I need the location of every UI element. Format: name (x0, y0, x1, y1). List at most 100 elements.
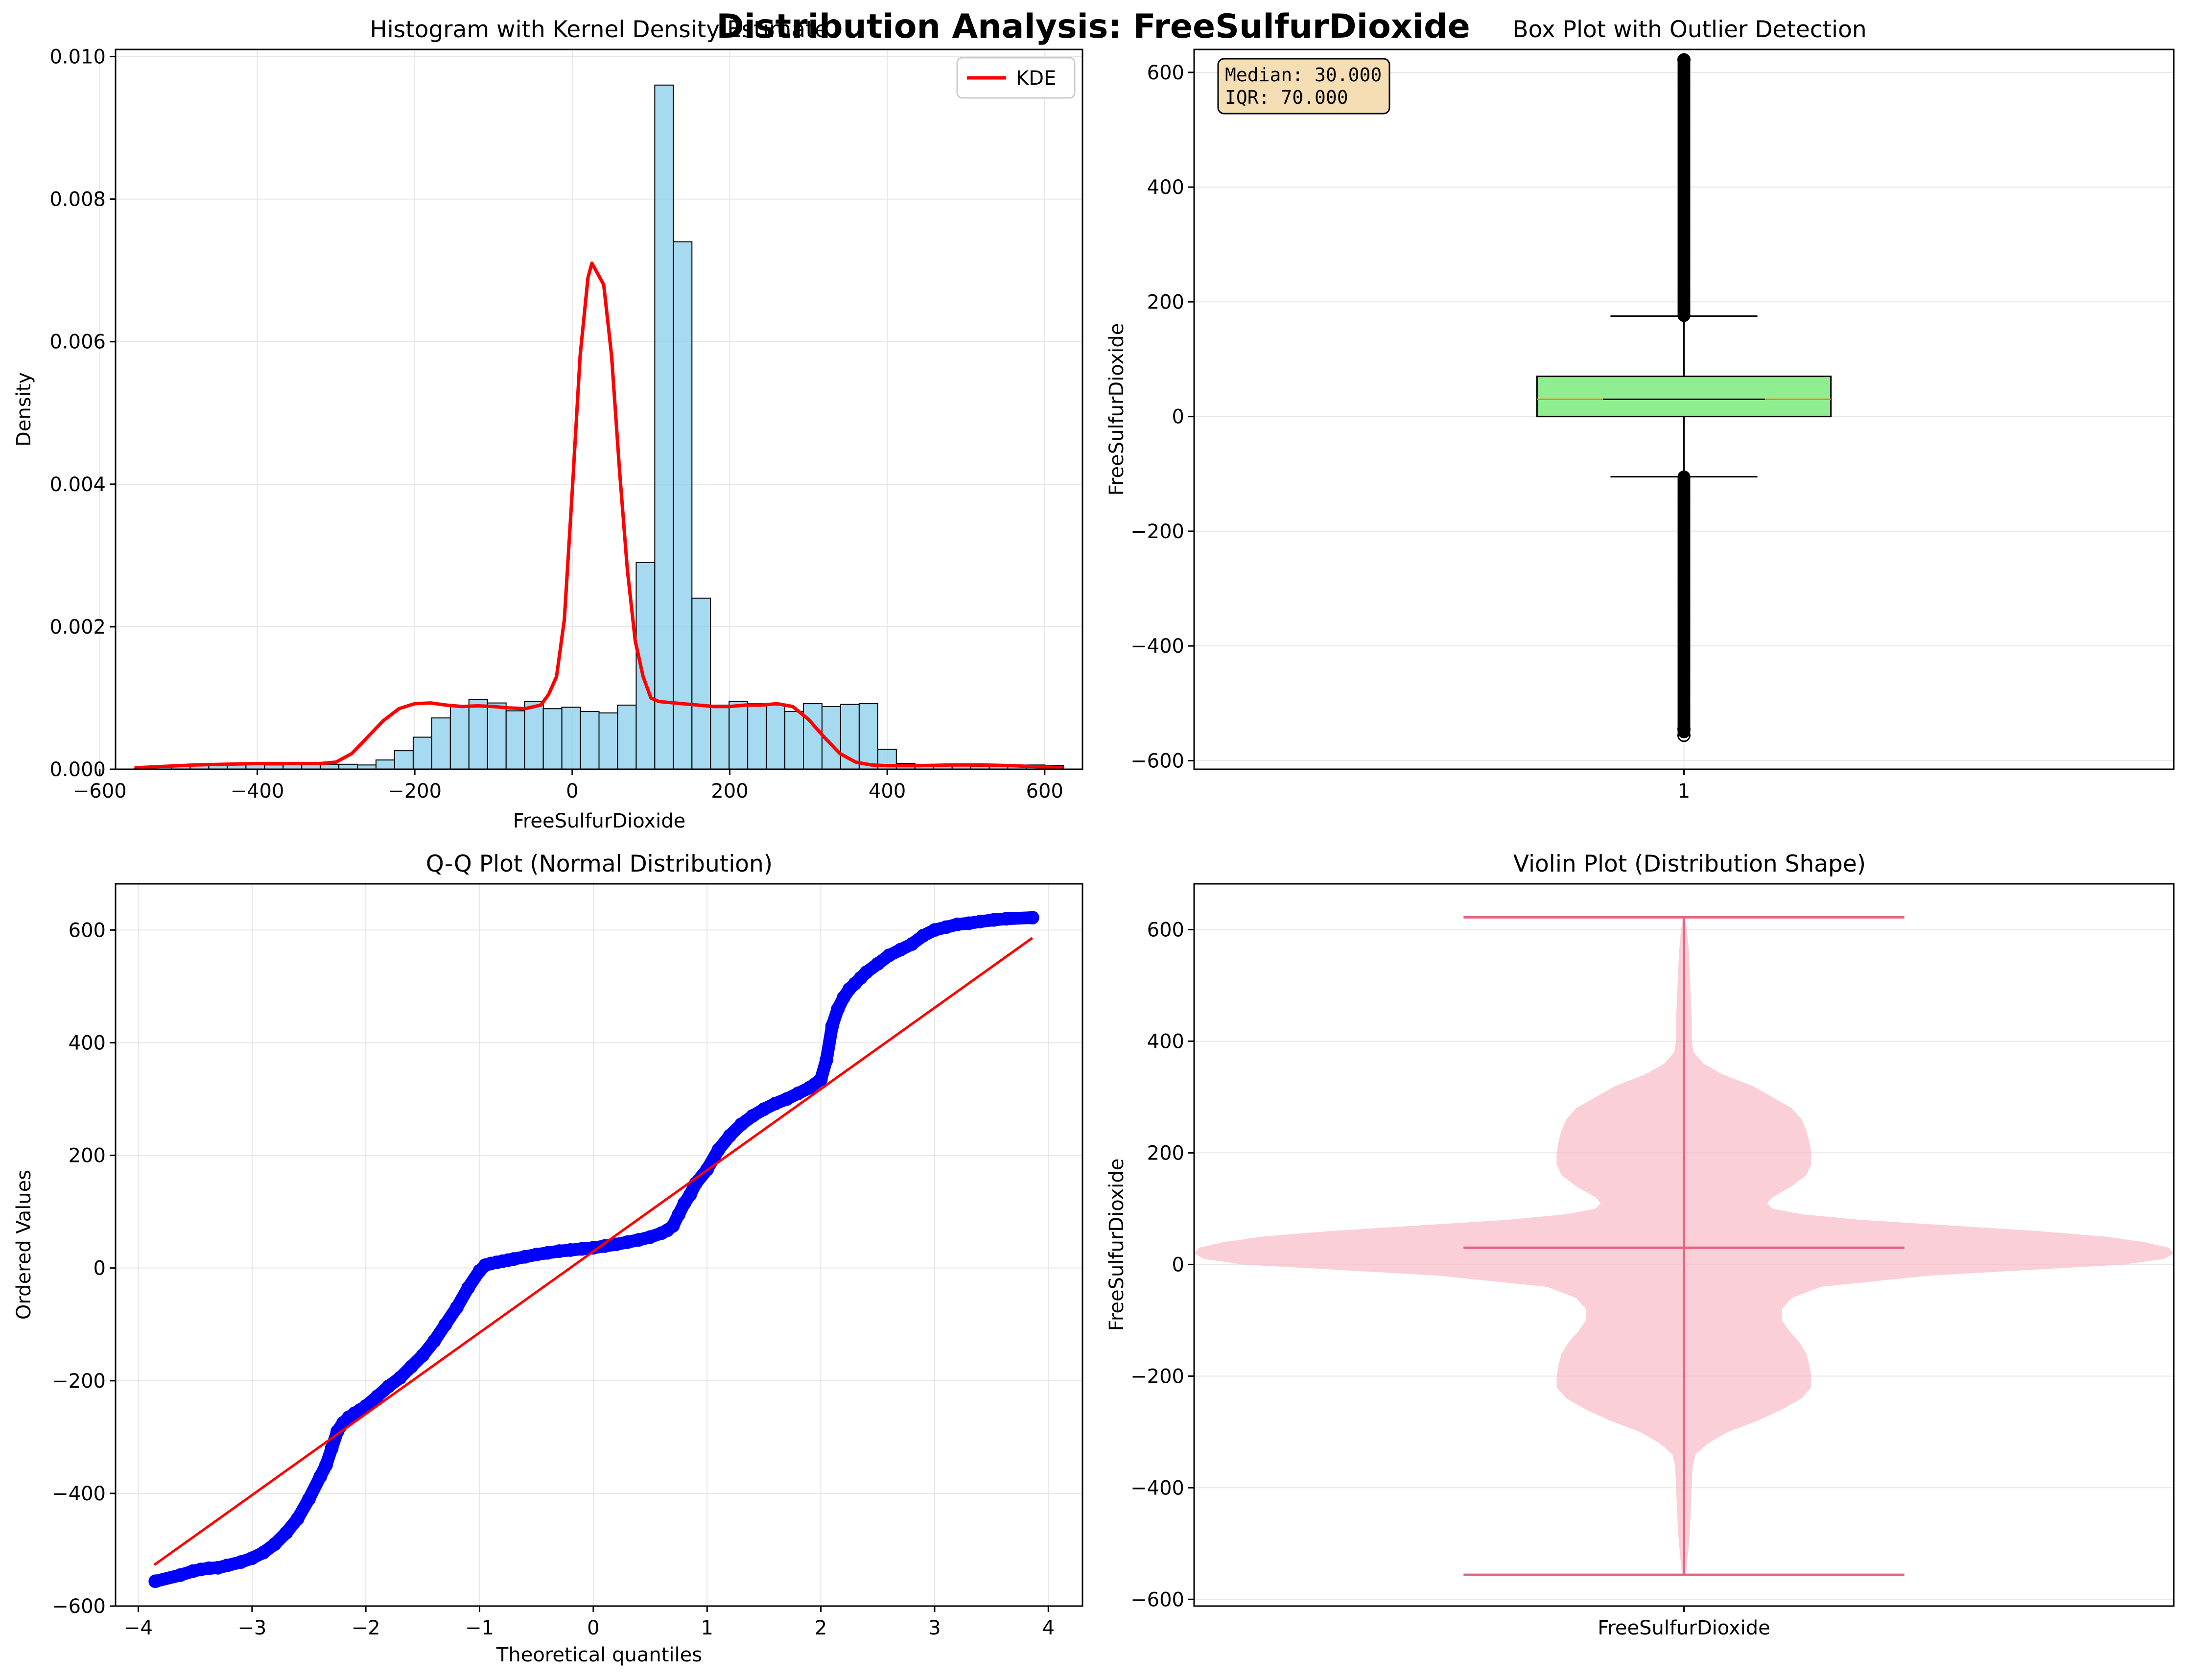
boxplot-x-ticks: 1 (1678, 769, 1690, 803)
qq-x-ticks: −4 −3 −2 −1 0 1 2 3 4 (124, 1606, 1055, 1639)
histogram-bar (468, 699, 488, 770)
y-tick-label: 400 (1147, 1030, 1184, 1053)
histogram-x-ticks: −600 −400 −200 0 200 400 600 (73, 769, 1063, 803)
x-tick-label: 600 (1026, 780, 1063, 803)
histogram-bar (580, 711, 600, 770)
y-tick-label: 600 (69, 919, 106, 942)
histogram-bar (505, 710, 525, 770)
x-tick-label: −600 (73, 780, 127, 803)
x-tick-label: 4 (1042, 1617, 1055, 1639)
x-tick-label: −400 (231, 780, 284, 803)
histogram-grid (99, 49, 1082, 770)
x-tick-label: −4 (124, 1617, 153, 1639)
y-tick-label: 200 (69, 1145, 106, 1167)
x-tick-label: 0 (587, 1617, 599, 1639)
y-tick-label: −200 (1130, 521, 1184, 543)
x-tick-label: 1 (1678, 780, 1690, 803)
histogram-bar (449, 706, 470, 770)
histogram-bar (766, 705, 786, 770)
stats-box-background (1217, 58, 1390, 115)
y-tick-label: −600 (1130, 1588, 1184, 1611)
histogram-bar (524, 701, 544, 770)
histogram-bar (561, 707, 581, 770)
qq-y-ticks: −600 −400 −200 0 200 400 600 (52, 919, 116, 1618)
qq-points (148, 911, 1039, 1588)
violin-panel: Violin Plot (Distribution Shape) FreeSul… (1105, 851, 2175, 1639)
histogram-bar (338, 763, 358, 770)
y-tick-label: −400 (1130, 1477, 1184, 1499)
y-tick-label: 400 (1147, 176, 1184, 199)
y-tick-label: 0 (1172, 406, 1184, 428)
boxplot-y-label: FreeSulfurDioxide (1105, 323, 1128, 496)
y-tick-label: 0.010 (49, 46, 106, 69)
boxplot-title: Box Plot with Outlier Detection (1512, 16, 1866, 43)
x-tick-label: 3 (928, 1617, 941, 1639)
boxplot-y-ticks: −600 −400 −200 0 200 400 600 (1130, 62, 1194, 772)
x-tick-label: −2 (352, 1617, 380, 1639)
violin-x-ticks: FreeSulfurDioxide (1598, 1606, 1770, 1639)
histogram-bar (635, 562, 656, 770)
qq-title: Q-Q Plot (Normal Distribution) (426, 851, 773, 877)
y-tick-label: 0 (1172, 1254, 1184, 1276)
x-tick-label: FreeSulfurDioxide (1598, 1617, 1770, 1639)
y-tick-label: 0.000 (49, 758, 106, 781)
histogram-bar (617, 705, 637, 770)
violin-y-ticks: −600 −400 −200 0 200 400 600 (1130, 919, 1194, 1611)
kde-line (134, 261, 1064, 770)
histogram-bar (803, 703, 823, 770)
outlier-point (1677, 722, 1691, 736)
histogram-legend: KDE (956, 57, 1076, 99)
y-tick-label: −400 (1130, 635, 1184, 658)
y-tick-label: −600 (1130, 750, 1184, 772)
histogram-bar (710, 705, 730, 770)
y-tick-label: −600 (52, 1595, 106, 1618)
qq-x-label: Theoretical quantiles (496, 1644, 702, 1666)
histogram-bar (598, 712, 618, 770)
boxplot-panel: Box Plot with Outlier Detection 1 −600 −4… (1105, 16, 2175, 803)
histogram-bar (487, 702, 507, 770)
histogram-bar (747, 703, 767, 770)
histogram-bar (412, 736, 432, 770)
histogram-y-ticks: 0.000 0.002 0.004 0.006 0.008 0.010 (49, 46, 116, 781)
qq-axes-frame (115, 883, 1083, 1607)
stats-iqr-text: IQR: 70.000 (1225, 87, 1348, 108)
boxplot-elements (1536, 53, 1832, 742)
histogram-y-label: Density (13, 372, 35, 447)
x-tick-label: 200 (711, 780, 748, 803)
histogram-bar (691, 597, 711, 770)
stats-median-text: Median: 30.000 (1225, 64, 1382, 86)
histogram-title: Histogram with Kernel Density Estimate (370, 16, 828, 43)
y-tick-label: 200 (1147, 291, 1184, 313)
y-tick-label: 600 (1147, 62, 1184, 84)
histogram-bar (784, 711, 804, 770)
outlier-point (1677, 53, 1691, 67)
x-tick-label: 1 (701, 1617, 713, 1639)
histogram-axes-frame (115, 48, 1083, 770)
y-tick-label: −400 (52, 1483, 106, 1505)
qq-y-label: Ordered Values (13, 1170, 35, 1320)
histogram-bar (654, 84, 674, 770)
y-tick-label: −200 (52, 1370, 106, 1393)
violin-title: Violin Plot (Distribution Shape) (1513, 851, 1866, 877)
y-tick-label: 400 (69, 1032, 106, 1054)
y-tick-label: 200 (1147, 1142, 1184, 1164)
histogram-bar (729, 701, 749, 770)
histogram-bar (673, 241, 693, 770)
histogram-bar (431, 717, 451, 770)
y-tick-label: 0 (94, 1257, 106, 1280)
x-tick-label: −3 (237, 1617, 266, 1639)
y-tick-label: 0.004 (49, 473, 106, 496)
x-tick-label: −200 (388, 780, 442, 803)
qq-fit-line (153, 937, 1034, 1566)
figure-title: Distribution Analysis: FreeSulfurDioxide (716, 7, 1470, 46)
histogram-bar (376, 759, 395, 770)
qq-grid (116, 884, 1082, 1607)
histogram-panel: Histogram with Kernel Density Estimate −… (13, 16, 1083, 832)
legend-box (956, 57, 1076, 99)
histogram-bar (858, 703, 878, 770)
histogram-bars (134, 84, 1064, 770)
histogram-bar (542, 708, 563, 770)
violin-lines (1463, 916, 1905, 1576)
